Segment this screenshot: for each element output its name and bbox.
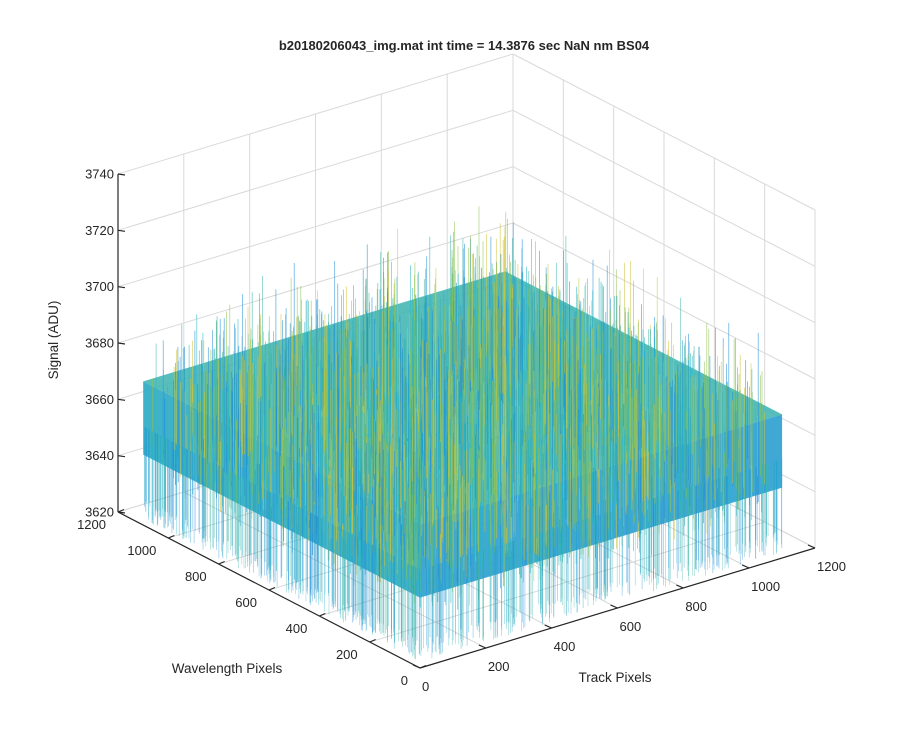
y-tick-mark <box>168 534 175 539</box>
z-tick-mark <box>117 455 126 458</box>
y-tick-mark <box>268 586 276 591</box>
chart-title: b20180206043_img.mat int time = 14.3876 … <box>279 38 650 53</box>
wall-grid-line <box>512 222 816 380</box>
wall-grid-line <box>512 166 816 324</box>
y-tick-label: 1000 <box>127 543 156 558</box>
x-tick-label: 1200 <box>817 559 846 574</box>
z-tick-mark <box>117 286 126 289</box>
z-tick-label: 3640 <box>85 448 114 463</box>
x-tick-mark <box>807 544 816 549</box>
x-tick-label: 0 <box>422 679 429 694</box>
y-axis-title: Wavelength Pixels <box>172 661 283 676</box>
z-tick-label: 3720 <box>85 223 114 238</box>
y-tick-mark <box>319 612 326 617</box>
y-tick-label: 1200 <box>77 517 106 532</box>
y-tick-label: 600 <box>235 595 257 610</box>
y-tick-label: 400 <box>286 621 308 636</box>
z-tick-label: 3620 <box>85 505 114 520</box>
y-tick-mark <box>369 638 376 643</box>
x-tick-mark <box>676 584 684 589</box>
wall-grid-line <box>117 166 514 288</box>
y-tick-mark <box>218 560 225 565</box>
z-tick-label: 3660 <box>85 392 114 407</box>
z-tick-mark <box>117 173 126 176</box>
x-tick-label: 200 <box>488 659 510 674</box>
z-tick-label: 3700 <box>85 279 114 294</box>
y-tick-label: 200 <box>336 647 358 662</box>
z-axis-title: Signal (ADU) <box>46 301 61 380</box>
wall-grid-line <box>117 222 514 344</box>
y-tick-mark <box>419 664 427 669</box>
x-tick-mark <box>741 564 750 569</box>
x-tick-mark <box>478 644 487 649</box>
y-tick-mark <box>117 508 125 513</box>
x-tick-label: 1000 <box>751 579 780 594</box>
z-tick-mark <box>117 511 126 514</box>
wall-grid-line <box>512 53 816 211</box>
y-tick-label: 0 <box>401 673 408 688</box>
z-tick-label: 3680 <box>85 336 114 351</box>
surface-mesh <box>143 206 783 660</box>
wall-grid-line <box>512 109 816 267</box>
x-tick-mark <box>544 624 552 629</box>
x-tick-label: 800 <box>685 599 707 614</box>
tick-labels: 3620 3640 3660 3680 3700 3720 3740 0 200 400 600 80… <box>77 167 846 695</box>
z-tick-mark <box>117 342 126 345</box>
wall-grid-line <box>117 109 514 231</box>
x-tick-label: 600 <box>620 619 642 634</box>
x-tick-label: 400 <box>554 639 576 654</box>
x-axis-title: Track Pixels <box>578 670 651 685</box>
z-tick-mark <box>117 398 126 401</box>
z-tick-mark <box>117 229 126 232</box>
z-tick-label: 3740 <box>85 167 114 182</box>
axes <box>117 173 816 669</box>
x-tick-mark <box>610 604 618 609</box>
wall-grid-line <box>117 53 514 175</box>
y-tick-label: 800 <box>185 569 207 584</box>
x-tick-mark <box>412 664 421 669</box>
